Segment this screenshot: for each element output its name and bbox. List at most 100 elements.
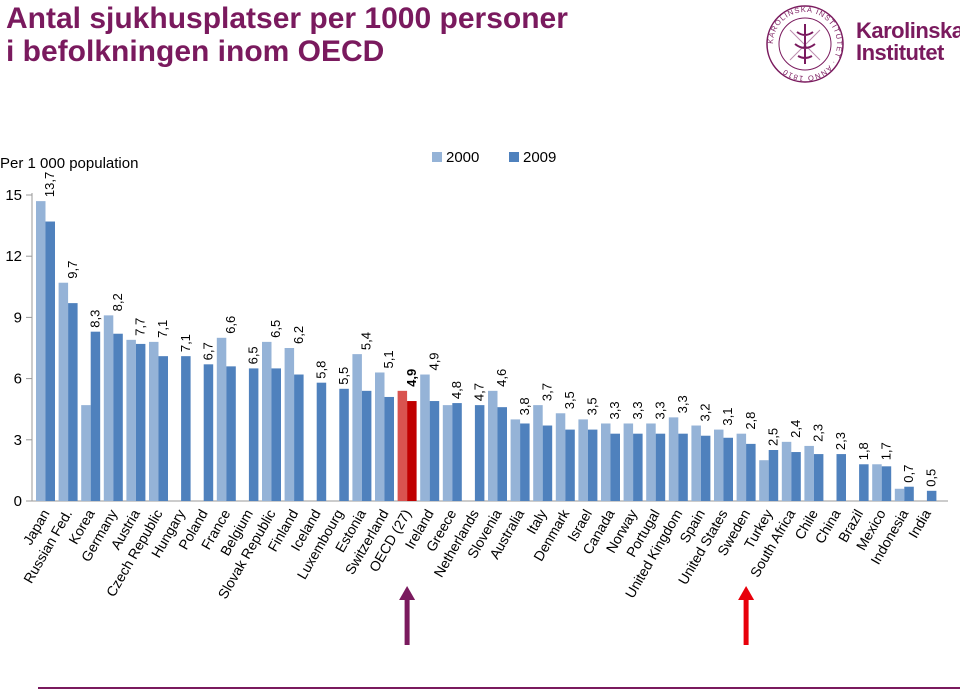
bar-2000 bbox=[781, 441, 792, 501]
data-label: 0,5 bbox=[924, 469, 939, 487]
bar-2000 bbox=[736, 433, 747, 501]
legend-swatch-2000 bbox=[432, 152, 442, 162]
bar-2000 bbox=[284, 348, 295, 501]
bar-2000 bbox=[691, 425, 701, 501]
y-tick-label: 3 bbox=[14, 432, 22, 449]
bar-2009 bbox=[135, 343, 146, 501]
logo-line-1: Karolinska bbox=[856, 18, 960, 43]
bar-2000 bbox=[58, 282, 69, 501]
data-label: 8,2 bbox=[110, 293, 125, 311]
bar-2009 bbox=[655, 433, 666, 501]
bar-2000 bbox=[759, 460, 769, 501]
data-label: 3,3 bbox=[630, 401, 645, 419]
bar-2000 bbox=[894, 488, 905, 501]
data-label: 7,1 bbox=[155, 320, 170, 338]
arrow-sweden-head bbox=[738, 586, 755, 600]
arrow-oecd-head bbox=[399, 586, 416, 600]
y-tick-label: 0 bbox=[14, 493, 22, 510]
legend-swatch-2009 bbox=[509, 152, 519, 162]
bar-2009 bbox=[723, 437, 733, 501]
bar-2009 bbox=[90, 331, 101, 501]
bar-2009 bbox=[226, 366, 236, 501]
bar-2000 bbox=[36, 201, 46, 501]
data-label: 3,8 bbox=[517, 397, 532, 415]
data-label: 2,8 bbox=[743, 412, 758, 430]
bar-2009 bbox=[813, 454, 824, 501]
bar-2000 bbox=[714, 429, 724, 501]
bar-2000 bbox=[872, 464, 882, 501]
data-label: 6,5 bbox=[268, 320, 283, 338]
bar-2009 bbox=[791, 452, 801, 501]
logo-wordmark: Karolinska Institutet bbox=[856, 20, 960, 64]
data-label: 9,7 bbox=[65, 261, 80, 279]
data-label: 7,7 bbox=[133, 318, 148, 336]
bar-2009 bbox=[859, 464, 869, 501]
bar-2009 bbox=[248, 368, 259, 501]
bar-2009 bbox=[384, 396, 394, 501]
bar-2009 bbox=[45, 221, 55, 501]
bar-2009 bbox=[836, 454, 846, 501]
bar-2009 bbox=[361, 390, 372, 501]
bar-2009 bbox=[633, 433, 643, 501]
data-label: 1,7 bbox=[878, 442, 893, 460]
data-label: 8,3 bbox=[87, 310, 102, 328]
data-label: 3,1 bbox=[720, 408, 735, 426]
bar-2000 bbox=[578, 419, 588, 501]
bar-2009 bbox=[565, 429, 575, 501]
data-label: 6,5 bbox=[246, 346, 261, 364]
y-tick-label: 15 bbox=[5, 187, 22, 204]
data-label: 3,3 bbox=[652, 401, 667, 419]
bar-2000 bbox=[81, 405, 91, 501]
data-label: 3,5 bbox=[562, 391, 577, 409]
bar-2009 bbox=[316, 382, 327, 501]
page-title: Antal sjukhusplatser per 1000 personer i… bbox=[6, 2, 568, 68]
bar-2009 bbox=[452, 403, 462, 501]
data-label: 6,6 bbox=[223, 316, 238, 334]
bar-2009 bbox=[768, 450, 779, 501]
data-label: 2,5 bbox=[765, 428, 780, 446]
bar-2000 bbox=[623, 423, 634, 501]
bar-2000 bbox=[533, 405, 543, 501]
bar-2009 bbox=[158, 356, 168, 501]
bar-2009 bbox=[181, 356, 191, 501]
data-label: 2,3 bbox=[811, 424, 826, 442]
bar-2000 bbox=[601, 423, 611, 501]
data-label: 3,5 bbox=[585, 397, 600, 415]
bar-2009 bbox=[339, 388, 349, 501]
bar-2009 bbox=[474, 405, 485, 501]
bar-2000 bbox=[262, 341, 272, 501]
logo-line-2: Institutet bbox=[856, 40, 944, 65]
bar-2000 bbox=[420, 374, 430, 501]
bar-2000 bbox=[804, 445, 814, 501]
title-line-1: Antal sjukhusplatser per 1000 personer bbox=[6, 2, 568, 35]
bar-2000 bbox=[103, 315, 114, 501]
data-label: 3,7 bbox=[539, 383, 554, 401]
bar-2009 bbox=[610, 433, 620, 501]
bar-2009 bbox=[746, 443, 756, 501]
data-label: 6,2 bbox=[291, 326, 306, 344]
legend-label-2000: 2000 bbox=[446, 149, 479, 166]
bar-2000 bbox=[488, 390, 498, 501]
seal-icon: KAROLINSKA INSTITUTET · ANNO 1810 bbox=[766, 5, 844, 83]
data-label: 2,4 bbox=[788, 420, 803, 438]
data-label: 5,8 bbox=[313, 361, 328, 379]
bar-2000 bbox=[352, 354, 362, 501]
bar-2009 bbox=[520, 423, 530, 501]
bar-2000 bbox=[646, 423, 656, 501]
bar-2009 bbox=[542, 425, 553, 501]
data-label: 4,8 bbox=[449, 381, 464, 399]
x-tick-label: India bbox=[905, 506, 934, 540]
bar-2000 bbox=[510, 419, 521, 501]
data-label: 3,3 bbox=[675, 395, 690, 413]
data-label: 4,9 bbox=[426, 352, 441, 370]
bar-2009 bbox=[497, 407, 507, 501]
y-tick-label: 6 bbox=[14, 371, 22, 388]
data-label: 0,7 bbox=[901, 465, 916, 483]
bar-2009 bbox=[203, 364, 214, 501]
data-label: 5,1 bbox=[381, 350, 396, 368]
data-label: 6,7 bbox=[200, 342, 215, 360]
data-label: 4,7 bbox=[472, 383, 487, 401]
bar-2000 bbox=[442, 405, 453, 501]
data-label: 7,1 bbox=[178, 334, 193, 352]
bar-2000 bbox=[555, 413, 566, 501]
